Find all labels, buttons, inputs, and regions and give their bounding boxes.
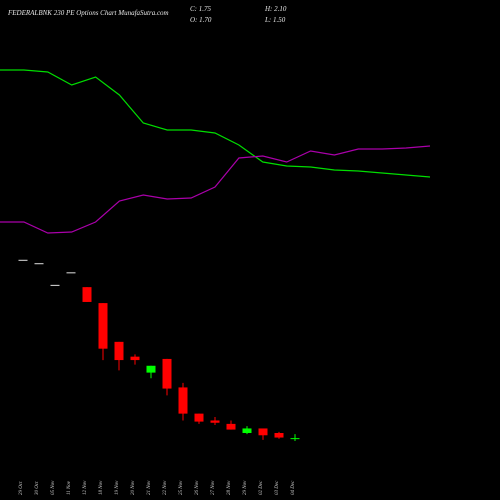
chart-title: FEDERALBNK 230 PE Options Chart MunafaSu… xyxy=(7,9,169,17)
x-tick-label: 25 Nov xyxy=(179,480,184,495)
x-tick-label: 11 Nov xyxy=(67,480,72,495)
candle-body xyxy=(178,387,188,414)
open-label: O: 1.70 xyxy=(190,16,212,24)
candle-body xyxy=(82,287,92,302)
x-tick-label: 29 Oct xyxy=(19,481,24,495)
x-tick-label: 05 Nov xyxy=(51,480,56,495)
candle-body xyxy=(130,356,140,361)
candle-body xyxy=(194,413,204,422)
high-label: H: 2.10 xyxy=(264,5,287,13)
x-tick-label: 18 Nov xyxy=(99,480,104,495)
x-tick-label: 29 Nov xyxy=(243,480,248,495)
x-tick-label: 04 Dec xyxy=(291,480,296,495)
candle-body xyxy=(242,428,252,433)
x-tick-label: 21 Nov xyxy=(147,480,152,495)
candle-body xyxy=(114,341,124,361)
candle-body xyxy=(162,358,172,389)
candle-body xyxy=(50,284,60,286)
candle-body xyxy=(274,432,284,438)
x-tick-label: 12 Nov xyxy=(83,480,88,495)
x-tick-label: 02 Dec xyxy=(259,480,264,495)
candle-body xyxy=(210,420,220,423)
candle-body xyxy=(66,272,76,274)
x-tick-label: 26 Nov xyxy=(195,480,200,495)
x-tick-label: 30 Oct xyxy=(35,481,40,495)
low-label: L: 1.50 xyxy=(264,16,286,24)
candle-body xyxy=(18,259,28,261)
x-tick-label: 22 Nov xyxy=(163,480,168,495)
candle-body xyxy=(146,365,156,373)
candle-body xyxy=(258,428,268,436)
close-label: C: 1.75 xyxy=(190,5,212,13)
x-tick-label: 27 Nov xyxy=(211,480,216,495)
candle-body xyxy=(290,438,300,440)
candle-body xyxy=(98,303,108,349)
x-tick-label: 20 Nov xyxy=(131,480,136,495)
x-tick-label: 19 Nov xyxy=(115,480,120,495)
indicator-line xyxy=(0,69,431,178)
candle-body xyxy=(226,423,236,430)
candle-body xyxy=(34,263,44,265)
indicator-line xyxy=(0,145,431,234)
x-tick-label: 03 Dec xyxy=(275,480,280,495)
x-tick-label: 28 Nov xyxy=(227,480,232,495)
